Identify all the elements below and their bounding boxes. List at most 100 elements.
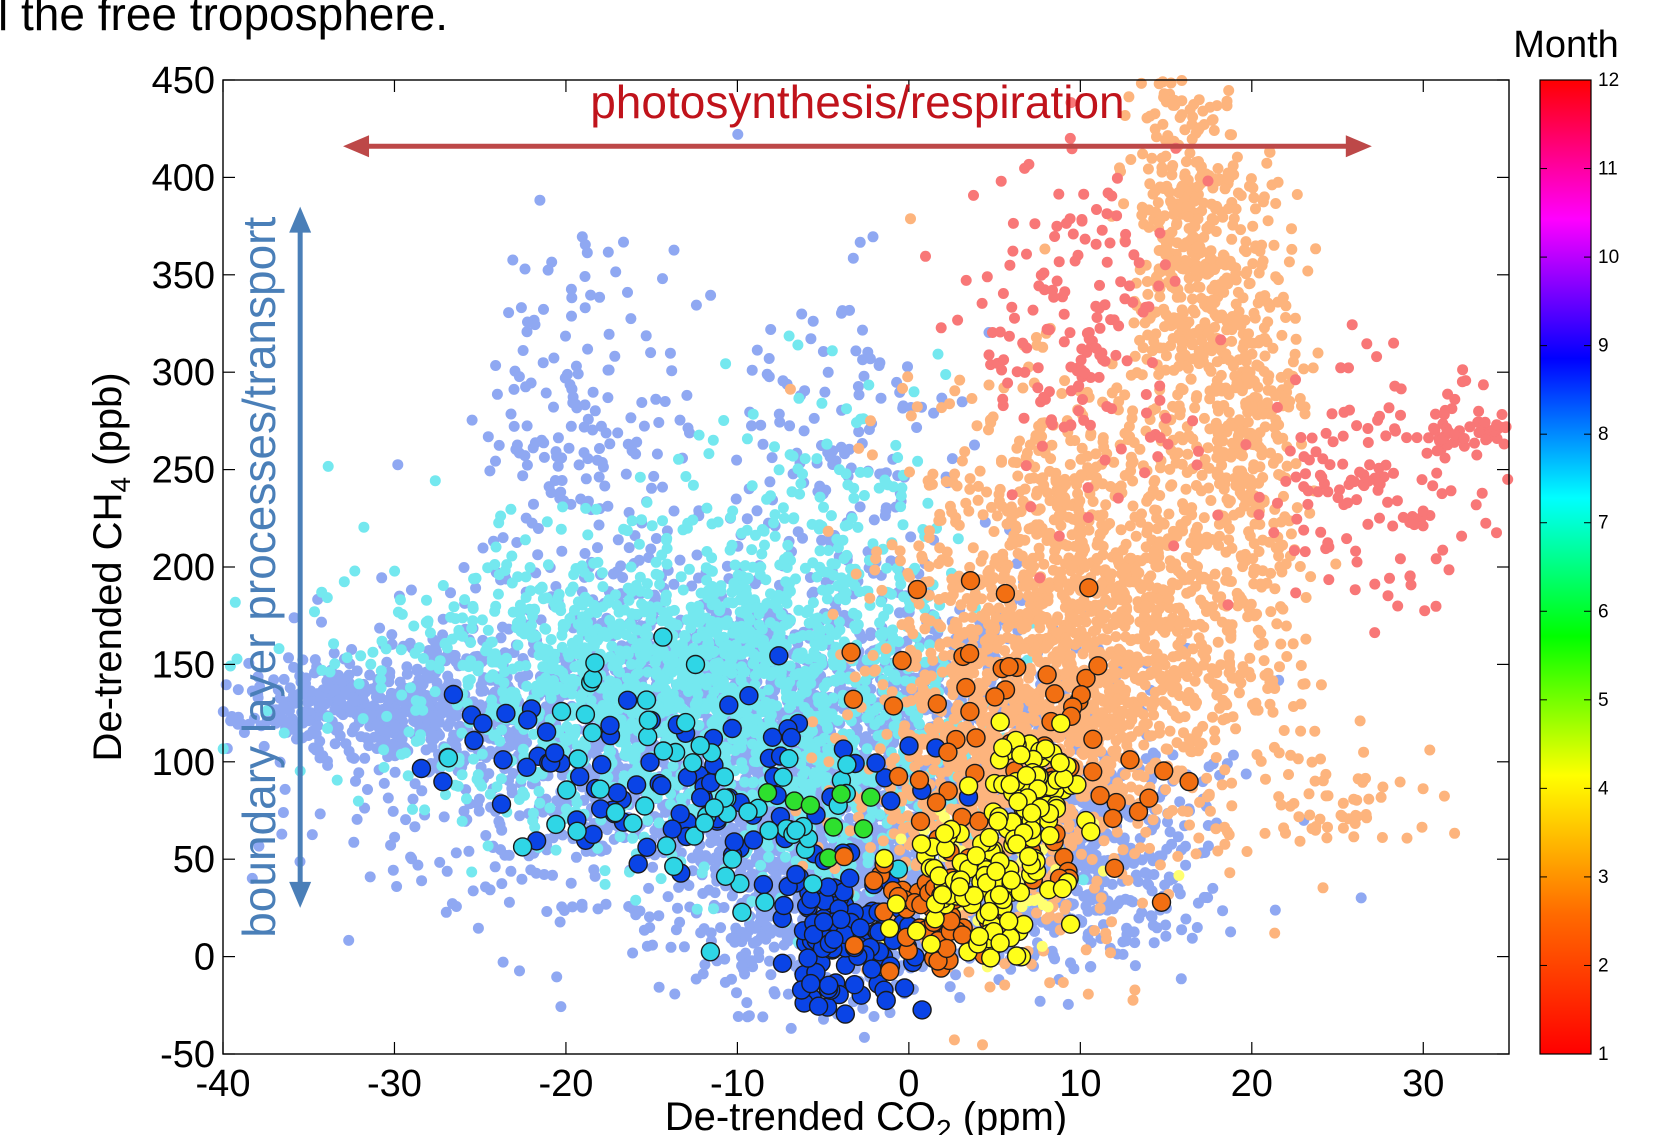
data-point	[520, 512, 532, 524]
data-point	[660, 590, 672, 602]
data-point	[514, 810, 526, 822]
data-point	[690, 973, 702, 985]
data-points	[217, 75, 1514, 1051]
data-point	[697, 888, 709, 899]
data-point	[450, 901, 462, 912]
data-point	[757, 1011, 769, 1023]
data-point	[691, 549, 703, 561]
data-point	[743, 859, 755, 871]
data-point	[582, 453, 594, 465]
data-point	[761, 368, 773, 380]
data-point	[636, 397, 648, 408]
data-point	[875, 392, 887, 404]
data-point	[880, 505, 892, 517]
data-point	[969, 439, 980, 451]
data-point	[690, 299, 702, 311]
data-point	[560, 330, 571, 342]
data-point	[409, 778, 421, 790]
data-point	[558, 905, 570, 916]
data-point	[755, 419, 767, 431]
data-point	[554, 916, 566, 928]
data-point	[243, 657, 255, 669]
data-point	[561, 368, 573, 380]
data-point	[425, 733, 437, 745]
data-point	[506, 787, 518, 799]
data-point	[853, 426, 865, 438]
data-point	[854, 236, 866, 248]
data-point	[807, 315, 819, 327]
data-point	[625, 412, 637, 424]
data-point	[746, 364, 758, 376]
data-point	[491, 388, 503, 400]
data-point	[662, 891, 674, 903]
data-point	[489, 861, 501, 873]
data-point	[638, 420, 650, 432]
data-point	[335, 674, 347, 686]
data-point	[905, 531, 917, 543]
data-point	[537, 357, 549, 369]
data-point	[657, 515, 668, 527]
data-point	[668, 505, 680, 517]
data-point	[329, 684, 341, 696]
data-point	[1217, 905, 1229, 917]
data-point	[715, 922, 727, 934]
data-point	[858, 1031, 870, 1043]
data-point	[625, 313, 637, 325]
data-point	[466, 414, 478, 426]
data-point	[1160, 930, 1172, 942]
data-point	[612, 427, 624, 439]
data-point	[610, 266, 622, 278]
data-point	[473, 793, 485, 805]
data-point	[1123, 925, 1135, 937]
data-point	[847, 252, 859, 264]
data-point	[505, 408, 517, 420]
data-point	[538, 437, 550, 449]
data-point	[644, 911, 655, 923]
data-point	[547, 869, 558, 881]
data-point	[556, 545, 568, 557]
data-point	[445, 587, 456, 599]
data-point	[623, 901, 635, 912]
data-point	[556, 475, 568, 486]
data-point	[602, 500, 614, 512]
data-point	[946, 453, 958, 465]
data-point	[565, 877, 577, 889]
data-point	[1192, 897, 1204, 909]
data-point	[705, 289, 717, 301]
data-point	[302, 697, 314, 709]
data-point	[666, 365, 678, 377]
data-point	[540, 387, 552, 399]
data-point	[521, 420, 533, 432]
data-point	[1207, 882, 1219, 894]
data-point	[725, 932, 737, 944]
data-point	[538, 451, 550, 463]
data-point	[1180, 840, 1191, 852]
data-point	[732, 1011, 744, 1022]
data-point	[519, 263, 531, 275]
data-point	[657, 273, 668, 285]
data-point	[288, 689, 300, 701]
data-point	[648, 470, 660, 482]
data-point	[755, 931, 767, 943]
data-point	[873, 360, 885, 371]
data-point	[306, 829, 318, 841]
data-point	[528, 498, 539, 510]
data-point	[374, 622, 386, 634]
data-point	[865, 627, 877, 639]
data-point	[401, 668, 413, 680]
data-point	[508, 420, 520, 432]
data-point	[1107, 903, 1119, 915]
data-point	[630, 448, 642, 460]
data-point	[944, 981, 956, 993]
data-point	[313, 702, 325, 713]
data-point	[647, 861, 659, 873]
data-point	[525, 377, 537, 389]
data-point	[682, 422, 694, 434]
data-point	[695, 927, 707, 939]
data-point	[785, 1022, 797, 1034]
data-point	[603, 328, 615, 340]
data-point	[370, 719, 382, 731]
data-point	[579, 302, 591, 314]
data-point	[517, 470, 529, 482]
data-point	[808, 412, 820, 424]
